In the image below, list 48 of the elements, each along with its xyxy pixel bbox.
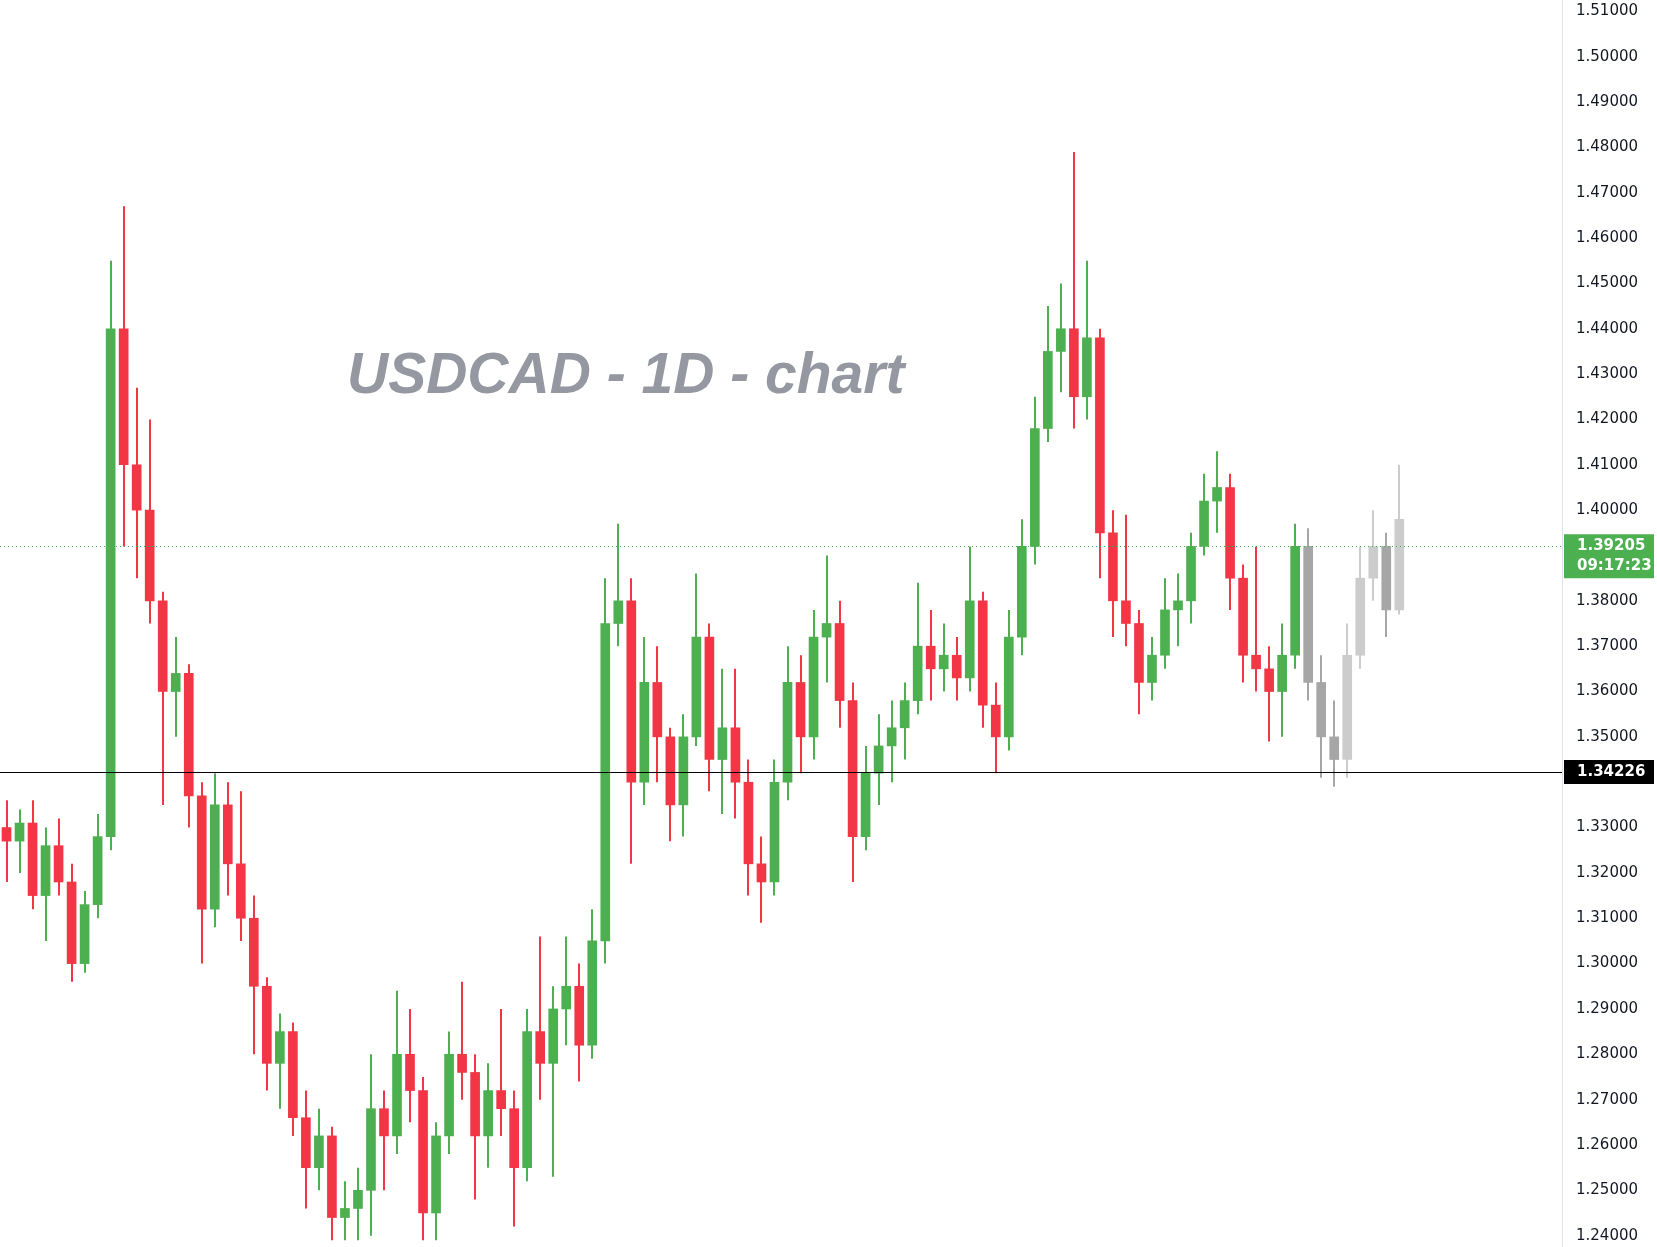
y-tick-label: 1.35000 <box>1576 726 1639 745</box>
candlestick <box>1329 699 1340 788</box>
y-tick-label: 1.43000 <box>1576 363 1639 382</box>
candlestick <box>457 980 467 1101</box>
y-tick-label: 1.47000 <box>1576 182 1639 201</box>
candlestick <box>925 608 936 702</box>
y-tick-label: 1.40000 <box>1576 500 1639 519</box>
y-tick-label: 1.37000 <box>1576 636 1639 655</box>
candlestick <box>1121 513 1131 648</box>
y-tick-label: 1.29000 <box>1576 998 1639 1017</box>
y-tick-label: 1.26000 <box>1576 1134 1639 1153</box>
ref-line-label: 1.34226 <box>1577 761 1646 780</box>
y-tick-label: 1.49000 <box>1576 91 1639 110</box>
candlestick <box>1264 645 1274 743</box>
y-tick-label: 1.28000 <box>1576 1044 1639 1063</box>
ref-line-label: 1.39205 09:17:23 <box>1577 536 1652 575</box>
candlestick <box>1056 282 1066 394</box>
y-tick-label: 1.38000 <box>1576 590 1639 609</box>
candlestick <box>353 1166 363 1242</box>
y-tick-label: 1.41000 <box>1576 454 1639 473</box>
y-tick-label: 1.50000 <box>1576 46 1639 65</box>
candlestick <box>340 1180 350 1242</box>
y-tick-label: 1.33000 <box>1576 817 1639 836</box>
candlestick <box>951 636 962 702</box>
y-tick-label: 1.48000 <box>1576 137 1639 156</box>
y-tick-label: 1.45000 <box>1576 273 1639 292</box>
candlestick <box>1212 450 1222 534</box>
y-tick-label: 1.51000 <box>1576 1 1639 20</box>
candlestick <box>821 554 832 684</box>
y-tick-label: 1.32000 <box>1576 862 1639 881</box>
candlestick <box>1 799 12 883</box>
candlestick <box>1173 572 1183 648</box>
candlestick <box>496 1007 506 1137</box>
y-tick-label: 1.24000 <box>1576 1225 1639 1244</box>
text: USDCAD - 1D - chart <box>347 341 905 405</box>
candlestick <box>1251 545 1261 693</box>
candlestick <box>938 622 949 693</box>
y-tick-label: 1.36000 <box>1576 681 1639 700</box>
y-tick-label: 1.25000 <box>1576 1180 1639 1199</box>
y-tick-label: 1.31000 <box>1576 908 1639 927</box>
y-tick-label: 1.27000 <box>1576 1089 1639 1108</box>
candlestick <box>170 636 181 738</box>
y-tick-label: 1.44000 <box>1576 318 1639 337</box>
y-tick-label: 1.42000 <box>1576 409 1639 428</box>
candlestick <box>561 935 572 1047</box>
y-tick-label: 1.30000 <box>1576 953 1639 972</box>
candlestick <box>886 699 897 784</box>
y-tick-label: 1.46000 <box>1576 227 1639 246</box>
